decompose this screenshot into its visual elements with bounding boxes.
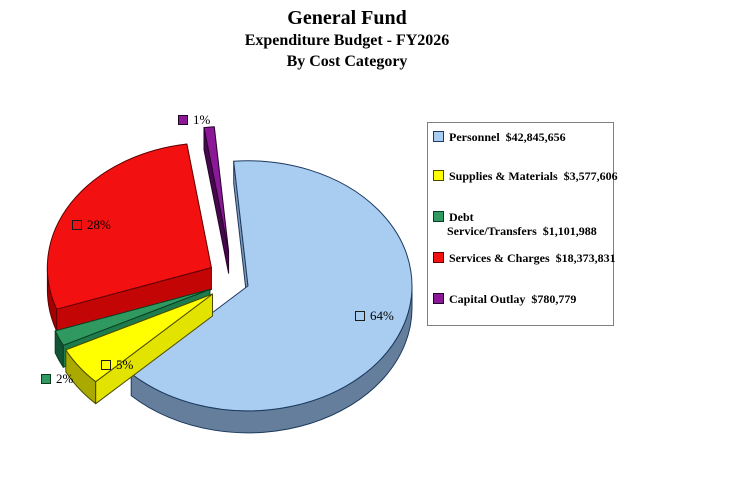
legend-color-swatch xyxy=(433,131,444,142)
percent-marker-icon xyxy=(101,360,111,370)
legend-label: Supplies & Materials xyxy=(449,169,558,183)
legend-item: Supplies & Materials $3,577,606 xyxy=(433,169,618,183)
legend-label: Capital Outlay xyxy=(449,292,526,306)
pie-slice-capital-outlay xyxy=(203,126,230,252)
percent-text: 28% xyxy=(87,217,111,232)
chart-title-block: General Fund Expenditure Budget - FY2026… xyxy=(0,6,694,72)
legend-color-swatch xyxy=(433,293,444,304)
percent-text: 5% xyxy=(116,357,134,372)
percent-marker-icon xyxy=(72,220,82,230)
legend-amount: $780,779 xyxy=(531,292,577,306)
legend-item: Personnel $42,845,656 xyxy=(433,130,566,144)
slice-percent-label-supplies: 5% xyxy=(101,358,133,372)
percent-text: 64% xyxy=(370,308,394,323)
legend: Personnel $42,845,656 Supplies & Material… xyxy=(427,122,618,326)
pie-slice-debt-service-transfers xyxy=(54,288,211,346)
legend-label: Personnel xyxy=(449,130,500,144)
percent-marker-icon xyxy=(355,311,365,321)
legend-label: Debt Service/Transfers xyxy=(447,210,537,238)
pie-slice-personnel xyxy=(130,160,413,412)
slice-percent-label-services: 28% xyxy=(72,218,111,232)
slice-percent-label-personnel: 64% xyxy=(355,309,394,323)
chart-subtitle-2: By Cost Category xyxy=(286,53,408,70)
chart-title: General Fund xyxy=(287,7,407,29)
percent-marker-icon xyxy=(41,374,51,384)
percent-marker-icon xyxy=(178,115,188,125)
legend-item: Debt Service/Transfers $1,101,988 xyxy=(433,210,599,238)
legend-label: Services & Charges xyxy=(449,251,550,265)
legend-color-swatch xyxy=(433,252,444,263)
legend-amount: $18,373,831 xyxy=(555,251,616,265)
legend-amount: $3,577,606 xyxy=(563,169,618,183)
percent-text: 2% xyxy=(56,371,74,386)
slice-percent-label-capital: 1% xyxy=(178,113,210,127)
legend-color-swatch xyxy=(433,170,444,181)
legend-item: Services & Charges $18,373,831 xyxy=(433,251,616,265)
legend-color-swatch xyxy=(433,211,444,222)
legend-amount: $42,845,656 xyxy=(505,130,566,144)
pie-slice-services-charges xyxy=(46,143,212,310)
slice-percent-label-debt: 2% xyxy=(41,372,73,386)
legend-item: Capital Outlay $780,779 xyxy=(433,292,576,306)
chart-subtitle-1: Expenditure Budget - FY2026 xyxy=(244,32,450,49)
pie-slice-supplies-materials xyxy=(65,293,213,383)
legend-amount: $1,101,988 xyxy=(542,224,597,238)
percent-text: 1% xyxy=(193,112,211,127)
